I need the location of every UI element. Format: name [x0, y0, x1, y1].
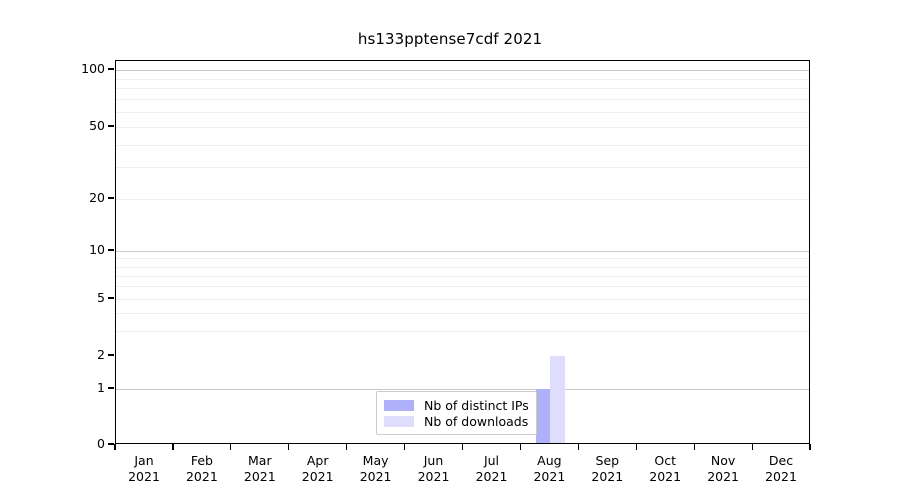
x-tick-mark	[751, 444, 753, 450]
x-tick-year: 2021	[591, 468, 624, 484]
y-tick-mark	[108, 443, 114, 445]
x-tick-month: Aug	[537, 453, 562, 468]
x-tick-label-aug: Aug 2021	[514, 453, 584, 484]
x-tick-mark	[114, 444, 116, 450]
x-tick-year: 2021	[359, 468, 392, 484]
x-tick-year: 2021	[765, 468, 797, 484]
gridline-minor	[116, 312, 809, 314]
x-tick-mark	[346, 444, 348, 450]
gridline-minor	[116, 144, 809, 146]
gridline-minor	[116, 112, 809, 113]
x-tick-month: Mar	[248, 453, 272, 468]
x-tick-label-dec: Dec 2021	[746, 453, 816, 484]
x-tick-mark	[519, 444, 522, 450]
x-tick-month: Apr	[306, 453, 329, 468]
x-tick-year: 2021	[185, 468, 218, 484]
gridline-minor	[116, 266, 809, 268]
gridline-minor	[116, 167, 809, 169]
x-tick-month: Dec	[768, 453, 794, 468]
gridline-minor	[116, 78, 809, 80]
x-tick-mark	[230, 444, 232, 450]
x-tick-label-mar: Mar 2021	[225, 453, 295, 484]
x-tick-year: 2021	[707, 468, 739, 484]
y-tick-mark	[108, 197, 114, 199]
y-tick-mark	[108, 354, 114, 356]
y-tick-labels: 0 1 2 5 10 20 50 100	[55, 0, 105, 500]
x-tick-mark	[809, 444, 811, 450]
x-tick-month: Jan	[134, 453, 154, 468]
gridline-minor	[116, 88, 809, 90]
bar-aug-2021-downloads	[550, 356, 565, 443]
x-tick-label-jun: Jun 2021	[399, 453, 469, 484]
x-tick-mark	[172, 444, 174, 450]
x-tick-label-jul: Jul 2021	[457, 453, 527, 484]
x-tick-mark	[288, 444, 290, 450]
legend-item-distinct-ips[interactable]: Nb of distinct IPs	[384, 397, 529, 413]
y-tick-mark	[108, 249, 114, 251]
legend-item-downloads[interactable]: Nb of downloads	[384, 413, 529, 429]
legend-swatch-icon	[384, 415, 414, 427]
gridline-minor	[116, 258, 809, 260]
y-tick-label-50: 50	[89, 117, 105, 133]
gridline-minor	[116, 99, 809, 101]
x-tick-label-apr: Apr 2021	[283, 453, 353, 484]
chart-legend: Nb of distinct IPs Nb of downloads	[376, 391, 537, 435]
x-tick-mark	[404, 444, 406, 450]
y-tick-label-20: 20	[89, 189, 105, 205]
gridline-minor	[116, 299, 809, 300]
x-tick-month: Oct	[654, 453, 676, 468]
x-tick-month: Nov	[710, 453, 736, 468]
gridline-minor	[116, 275, 809, 277]
x-tick-mark	[635, 444, 637, 450]
x-tick-label-nov: Nov 2021	[688, 453, 758, 484]
legend-label: Nb of distinct IPs	[424, 397, 529, 413]
x-tick-label-sep: Sep 2021	[572, 453, 642, 484]
legend-label: Nb of downloads	[424, 413, 529, 429]
plot-area	[115, 60, 810, 444]
gridline-major	[116, 70, 809, 71]
x-tick-label-may: May 2021	[341, 453, 411, 484]
y-tick-mark	[108, 387, 114, 389]
x-tick-mark	[461, 444, 464, 450]
y-tick-label-2: 2	[97, 346, 105, 362]
y-tick-mark	[108, 297, 114, 299]
x-tick-month: Jul	[483, 453, 500, 468]
gridline-minor	[116, 330, 809, 332]
chart-title: hs133pptense7cdf 2021	[357, 30, 543, 48]
bar-aug-2021-distinct-ips	[535, 389, 551, 443]
y-tick-mark	[108, 68, 114, 70]
x-tick-year: 2021	[533, 468, 566, 484]
x-tick-year: 2021	[649, 468, 682, 484]
x-tick-label-feb: Feb 2021	[167, 453, 237, 484]
y-tick-mark	[108, 125, 114, 127]
x-tick-month: Feb	[190, 453, 213, 468]
y-tick-label-100: 100	[81, 60, 105, 76]
x-tick-month: Sep	[595, 453, 620, 468]
legend-swatch-icon	[384, 399, 414, 411]
x-tick-year: 2021	[417, 468, 450, 484]
x-tick-year: 2021	[243, 468, 276, 484]
x-tick-year: 2021	[301, 468, 334, 484]
gridline-minor	[116, 199, 809, 200]
x-tick-month: Jun	[423, 453, 444, 468]
x-tick-label-oct: Oct 2021	[630, 453, 700, 484]
y-tick-label-5: 5	[97, 289, 105, 305]
y-tick-label-10: 10	[89, 241, 105, 257]
y-tick-label-0: 0	[97, 435, 105, 451]
x-tick-year: 2021	[475, 468, 508, 484]
x-tick-year: 2021	[128, 468, 160, 484]
x-tick-month: May	[362, 453, 389, 468]
gridline-minor	[116, 286, 809, 288]
y-tick-label-1: 1	[97, 379, 105, 395]
gridline-major	[116, 389, 809, 390]
gridline-major	[116, 251, 809, 252]
x-tick-label-jan: Jan 2021	[109, 453, 179, 484]
gridline-minor	[116, 127, 809, 128]
x-tick-mark	[577, 444, 579, 450]
x-tick-mark	[693, 444, 695, 450]
